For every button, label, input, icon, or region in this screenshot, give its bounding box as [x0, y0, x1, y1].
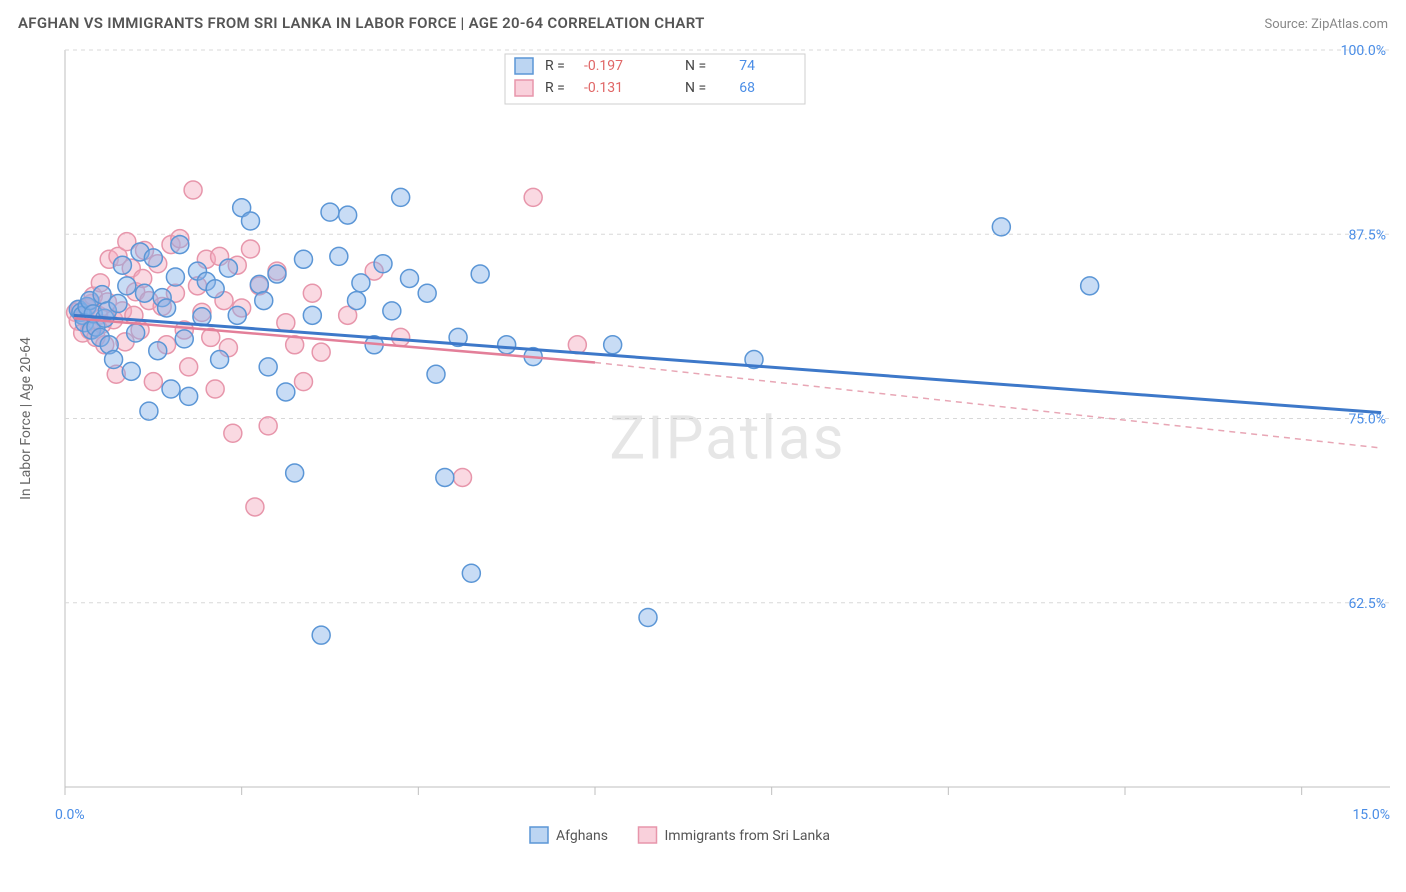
scatter-point: [339, 206, 357, 224]
scatter-point: [352, 274, 370, 292]
scatter-point: [175, 330, 193, 348]
scatter-point: [392, 188, 410, 206]
scatter-point: [992, 218, 1010, 236]
scatter-point: [93, 286, 111, 304]
scatter-point: [255, 292, 273, 310]
scatter-point: [321, 203, 339, 221]
stats-r-label: R =: [545, 58, 565, 74]
scatter-point: [462, 564, 480, 582]
stats-n-value: 68: [739, 80, 755, 96]
scatter-point: [418, 284, 436, 302]
scatter-point: [303, 306, 321, 324]
scatter-point: [144, 373, 162, 391]
scatter-point: [498, 336, 516, 354]
chart-title: AFGHAN VS IMMIGRANTS FROM SRI LANKA IN L…: [18, 14, 705, 32]
scatter-point: [127, 324, 145, 342]
scatter-point: [277, 314, 295, 332]
scatter-point: [171, 236, 189, 254]
stats-r-label: R =: [545, 80, 565, 96]
scatter-point: [312, 626, 330, 644]
x-min-label: 0.0%: [55, 807, 85, 823]
scatter-point: [392, 328, 410, 346]
scatter-point: [242, 240, 260, 258]
scatter-point: [206, 280, 224, 298]
scatter-point: [246, 498, 264, 516]
scatter-point: [180, 387, 198, 405]
legend-swatch: [515, 58, 533, 74]
scatter-point: [219, 259, 237, 277]
scatter-point: [144, 249, 162, 267]
scatter-point: [224, 424, 242, 442]
scatter-point: [242, 212, 260, 230]
scatter-point: [427, 365, 445, 383]
scatter-point: [524, 188, 542, 206]
scatter-point: [113, 256, 131, 274]
stats-r-value: -0.131: [584, 80, 623, 96]
scatter-point: [1081, 277, 1099, 295]
stats-n-value: 74: [739, 58, 755, 74]
stats-n-label: N =: [685, 58, 706, 74]
scatter-point: [604, 336, 622, 354]
scatter-point: [158, 299, 176, 317]
scatter-chart: 62.5%75.0%87.5%100.0%0.0%15.0%In Labor F…: [10, 42, 1396, 872]
scatter-point: [140, 402, 158, 420]
y-axis-label: In Labor Force | Age 20-64: [18, 337, 34, 500]
scatter-point: [211, 351, 229, 369]
y-tick-label: 87.5%: [1348, 227, 1386, 243]
scatter-point: [277, 383, 295, 401]
scatter-point: [136, 284, 154, 302]
stats-r-value: -0.197: [584, 58, 623, 74]
scatter-point: [268, 265, 286, 283]
source-label: Source: ZipAtlas.com: [1264, 17, 1388, 32]
legend-swatch: [639, 827, 657, 843]
y-tick-label: 100.0%: [1341, 43, 1386, 59]
scatter-point: [162, 380, 180, 398]
x-max-label: 15.0%: [1352, 807, 1390, 823]
scatter-point: [109, 295, 127, 313]
scatter-point: [122, 362, 140, 380]
scatter-point: [401, 269, 419, 287]
scatter-point: [348, 292, 366, 310]
scatter-point: [471, 265, 489, 283]
scatter-point: [330, 247, 348, 265]
scatter-point: [228, 306, 246, 324]
scatter-point: [149, 342, 167, 360]
scatter-point: [166, 268, 184, 286]
scatter-point: [454, 468, 472, 486]
watermark: ZIPatlas: [609, 403, 845, 474]
legend-label: Immigrants from Sri Lanka: [665, 828, 830, 844]
scatter-point: [303, 284, 321, 302]
scatter-point: [206, 380, 224, 398]
legend-label: Afghans: [556, 828, 608, 844]
scatter-point: [250, 275, 268, 293]
scatter-point: [259, 417, 277, 435]
scatter-point: [184, 181, 202, 199]
header-row: AFGHAN VS IMMIGRANTS FROM SRI LANKA IN L…: [10, 10, 1396, 42]
scatter-point: [295, 373, 313, 391]
legend-swatch: [530, 827, 548, 843]
scatter-point: [639, 608, 657, 626]
scatter-point: [286, 464, 304, 482]
scatter-point: [374, 255, 392, 273]
stats-n-label: N =: [685, 80, 706, 96]
scatter-point: [118, 277, 136, 295]
scatter-point: [259, 358, 277, 376]
scatter-point: [436, 468, 454, 486]
scatter-point: [105, 351, 123, 369]
scatter-point: [295, 250, 313, 268]
legend-swatch: [515, 80, 533, 96]
y-tick-label: 62.5%: [1348, 596, 1386, 612]
scatter-point: [312, 343, 330, 361]
chart-container: 62.5%75.0%87.5%100.0%0.0%15.0%In Labor F…: [10, 42, 1396, 872]
scatter-point: [180, 358, 198, 376]
scatter-point: [383, 302, 401, 320]
